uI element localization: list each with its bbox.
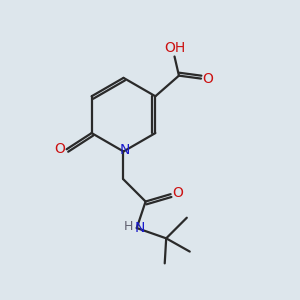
Text: O: O	[202, 72, 213, 86]
Text: H: H	[124, 220, 133, 233]
Text: N: N	[120, 143, 130, 157]
Text: O: O	[54, 142, 65, 156]
Text: O: O	[172, 186, 183, 200]
Text: N: N	[134, 221, 145, 235]
Text: OH: OH	[164, 41, 185, 55]
